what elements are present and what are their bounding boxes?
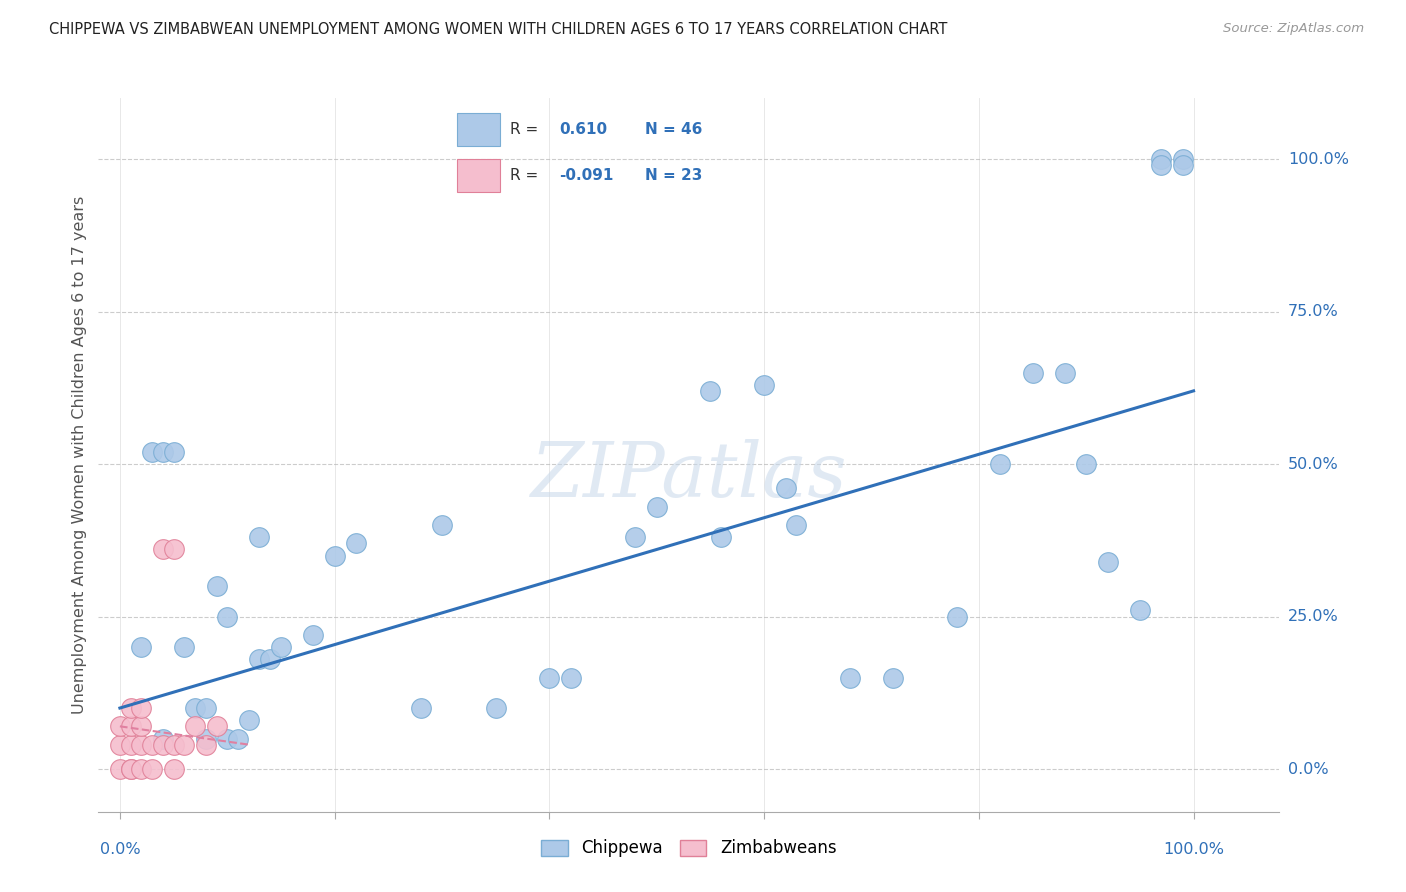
Text: Source: ZipAtlas.com: Source: ZipAtlas.com [1223, 22, 1364, 36]
Point [699, 384, 721, 398]
Y-axis label: Unemployment Among Women with Children Ages 6 to 17 years: Unemployment Among Women with Children A… [72, 196, 87, 714]
Point [141, 762, 163, 776]
Point [344, 536, 367, 550]
Point [752, 377, 775, 392]
Point [131, 738, 153, 752]
Point [624, 530, 647, 544]
Point [205, 719, 228, 733]
Point [645, 500, 668, 514]
Point [141, 738, 163, 752]
Point [162, 542, 184, 557]
Point [108, 719, 131, 733]
Text: 0.0%: 0.0% [1288, 762, 1329, 777]
Text: ZIPatlas: ZIPatlas [530, 440, 848, 513]
Point [1150, 152, 1173, 166]
Point [131, 640, 153, 654]
Point [162, 738, 184, 752]
Point [162, 762, 184, 776]
Point [205, 579, 228, 593]
Point [538, 671, 561, 685]
Text: 100.0%: 100.0% [1288, 152, 1348, 167]
Point [152, 738, 174, 752]
Text: CHIPPEWA VS ZIMBABWEAN UNEMPLOYMENT AMONG WOMEN WITH CHILDREN AGES 6 TO 17 YEARS: CHIPPEWA VS ZIMBABWEAN UNEMPLOYMENT AMON… [49, 22, 948, 37]
Point [120, 701, 142, 715]
Point [217, 731, 239, 746]
Point [162, 445, 184, 459]
Point [710, 530, 733, 544]
Point [946, 609, 969, 624]
Point [194, 701, 217, 715]
Point [259, 652, 281, 666]
Point [238, 713, 260, 727]
Point [108, 738, 131, 752]
Point [1171, 152, 1194, 166]
Point [217, 609, 239, 624]
Point [226, 731, 249, 746]
Point [270, 640, 292, 654]
Point [988, 457, 1011, 471]
Point [1053, 366, 1076, 380]
Point [184, 701, 207, 715]
Point [194, 738, 217, 752]
Point [249, 652, 271, 666]
Text: 0.0%: 0.0% [100, 842, 141, 857]
Point [152, 445, 174, 459]
Point [839, 671, 862, 685]
Point [173, 640, 195, 654]
Point [560, 671, 582, 685]
Point [1021, 366, 1043, 380]
Point [785, 518, 807, 533]
Point [1076, 457, 1098, 471]
Point [882, 671, 904, 685]
Point [108, 762, 131, 776]
Text: 75.0%: 75.0% [1288, 304, 1339, 319]
Point [120, 762, 142, 776]
Point [302, 628, 325, 642]
Point [323, 549, 346, 563]
Point [173, 738, 195, 752]
Point [131, 762, 153, 776]
Legend: Chippewa, Zimbabweans: Chippewa, Zimbabweans [534, 833, 844, 864]
Point [194, 731, 217, 746]
Point [1171, 158, 1194, 172]
Point [152, 731, 174, 746]
Point [120, 738, 142, 752]
Point [485, 701, 508, 715]
Point [120, 762, 142, 776]
Text: 50.0%: 50.0% [1288, 457, 1339, 472]
Point [184, 719, 207, 733]
Point [1150, 158, 1173, 172]
Text: 100.0%: 100.0% [1163, 842, 1225, 857]
Point [1097, 555, 1119, 569]
Point [120, 719, 142, 733]
Point [430, 518, 453, 533]
Text: 25.0%: 25.0% [1288, 609, 1339, 624]
Point [409, 701, 432, 715]
Point [131, 701, 153, 715]
Point [152, 542, 174, 557]
Point [131, 719, 153, 733]
Point [775, 482, 797, 496]
Point [1129, 603, 1152, 617]
Point [141, 445, 163, 459]
Point [249, 530, 271, 544]
